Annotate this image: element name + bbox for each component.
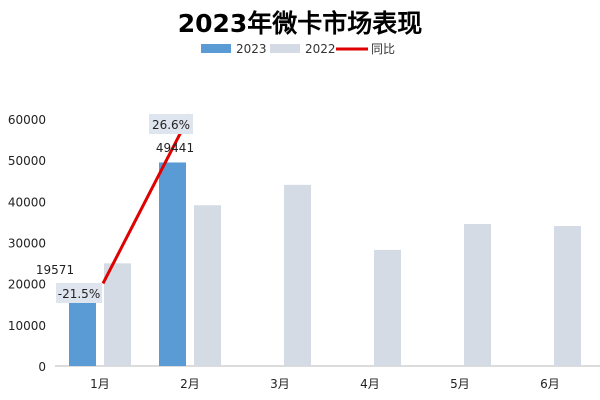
yoy-label: 26.6% <box>152 118 190 132</box>
bar-2022 <box>284 184 311 366</box>
y-tick-label: 40000 <box>8 195 46 209</box>
data-label-2023: 19571 <box>36 263 74 277</box>
bar-2022 <box>374 249 401 366</box>
x-tick-label: 6月 <box>540 377 560 391</box>
x-tick-label: 5月 <box>450 377 470 391</box>
bar-2022 <box>194 205 221 366</box>
bar-2022 <box>464 223 491 366</box>
legend-label-2023: 2023 <box>236 42 267 56</box>
data-label-2023: 49441 <box>156 141 194 155</box>
legend-swatch-2023 <box>201 44 231 53</box>
chart-title: 2023年微卡市场表现 <box>177 9 423 38</box>
legend-label-yoy: 同比 <box>371 42 395 56</box>
bar-2023 <box>159 162 186 366</box>
yoy-label-box <box>149 114 193 134</box>
y-tick-label: 60000 <box>8 113 46 127</box>
yoy-line <box>101 113 192 285</box>
bar-2022 <box>104 263 131 366</box>
x-tick-label: 4月 <box>360 377 380 391</box>
y-tick-label: 50000 <box>8 154 46 168</box>
x-tick-label: 2月 <box>180 377 200 391</box>
y-tick-label: 30000 <box>8 237 46 251</box>
x-tick-label: 1月 <box>90 377 110 391</box>
y-tick-label: 0 <box>38 360 46 374</box>
legend-label-2022: 2022 <box>305 42 336 56</box>
y-tick-label: 10000 <box>8 319 46 333</box>
legend-swatch-2022 <box>270 44 300 53</box>
bar-2022 <box>554 226 581 366</box>
yoy-label-box <box>56 283 102 303</box>
yoy-label: -21.5% <box>58 287 100 301</box>
y-tick-label: 20000 <box>8 278 46 292</box>
x-tick-label: 3月 <box>270 377 290 391</box>
